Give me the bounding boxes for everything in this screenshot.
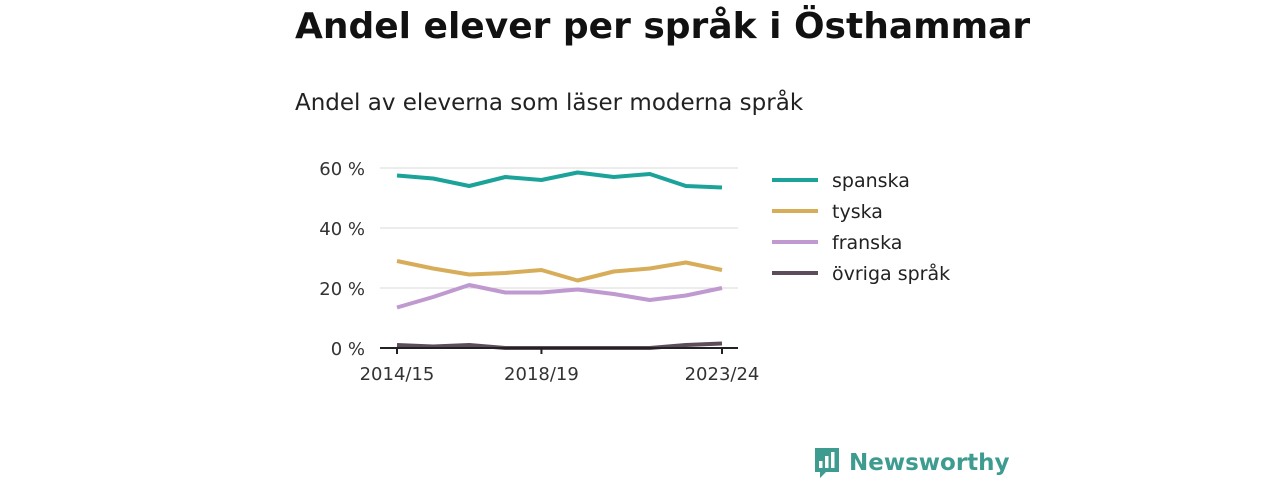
legend-label: franska — [832, 232, 902, 254]
y-tick-label: 20 % — [319, 279, 365, 300]
y-tick-label: 0 % — [331, 339, 365, 360]
y-tick-label: 60 % — [319, 159, 365, 180]
y-axis-labels: 0 % 20 % 40 % 60 % — [319, 159, 365, 360]
series-line — [396, 259, 723, 283]
bar-chart-speech-bubble-icon — [815, 448, 839, 478]
legend-label: tyska — [832, 201, 883, 223]
brand-logo: Newsworthy — [813, 446, 1010, 480]
legend-label: övriga språk — [832, 262, 950, 285]
series-line — [396, 283, 723, 310]
x-tick-label: 2018/19 — [504, 364, 579, 385]
series-lines — [396, 170, 723, 350]
line-chart: 0 % 20 % 40 % 60 % 2014/15 2018/19 2023/24 sp… — [319, 159, 950, 385]
y-tick-label: 40 % — [319, 219, 365, 240]
brand-name: Newsworthy — [849, 450, 1010, 476]
x-axis-labels: 2014/15 2018/19 2023/24 — [360, 364, 760, 385]
chart-title: Andel elever per språk i Östhammar — [295, 6, 1031, 47]
series-line — [396, 170, 723, 190]
x-tick-label: 2014/15 — [360, 364, 435, 385]
legend: spanska tyska franska övriga språk — [772, 170, 950, 285]
x-tick-label: 2023/24 — [685, 364, 760, 385]
legend-label: spanska — [832, 170, 910, 192]
chart-subtitle: Andel av eleverna som läser moderna språ… — [295, 90, 804, 116]
x-axis — [380, 347, 738, 354]
grid-lines — [380, 167, 738, 289]
